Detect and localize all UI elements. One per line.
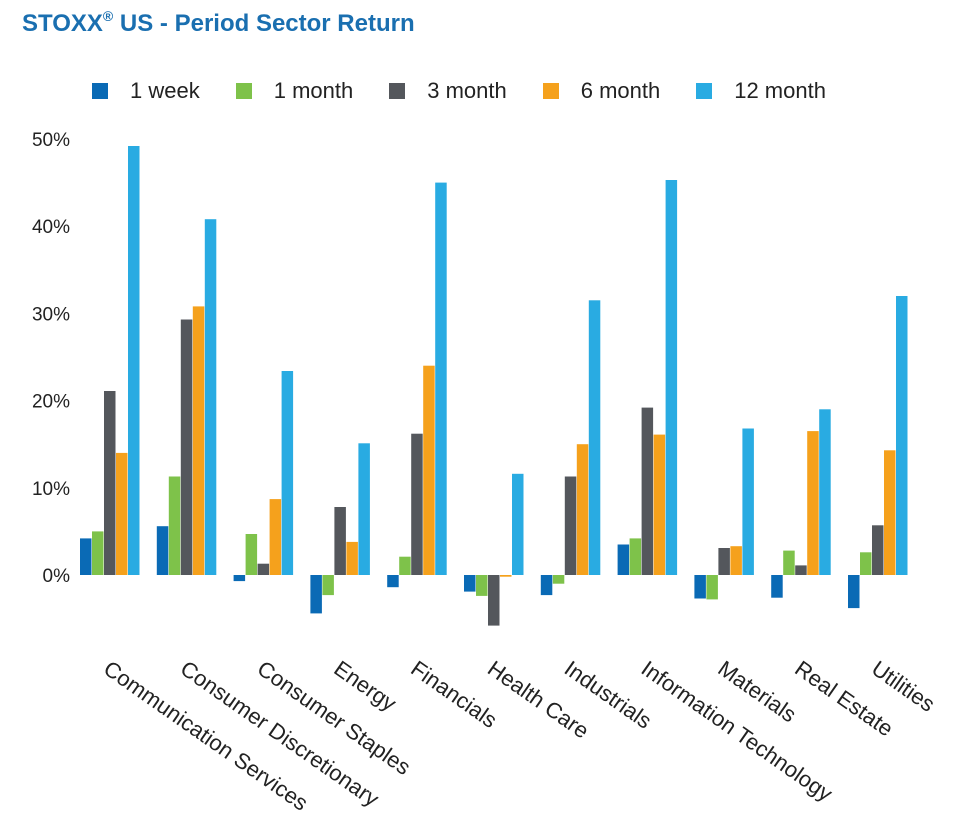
bar-industrials-6-month <box>576 444 589 575</box>
bar-communication-services-6-month <box>116 452 128 575</box>
y-tick-label: 50% <box>32 130 70 151</box>
chart-title: STOXX® US - Period Sector Return <box>22 8 415 37</box>
bar-communication-services-3-month <box>104 391 116 575</box>
legend-swatch <box>696 83 713 99</box>
legend-swatch <box>542 83 559 99</box>
bar-industrials-1-week <box>540 575 553 596</box>
legend-item-12-month: 12 month <box>696 78 826 104</box>
legend-label: 3 month <box>427 78 507 103</box>
bar-consumer-staples-3-month <box>257 563 270 575</box>
bar-communication-services-1-week <box>80 538 92 575</box>
bar-consumer-discretionary-1-month <box>168 476 181 575</box>
legend-label: 6 month <box>580 78 661 103</box>
bar-information-technology-6-month <box>653 434 666 575</box>
bar-materials-12-month <box>742 428 754 575</box>
bar-industrials-1-month <box>552 575 565 584</box>
bar-health-care-1-month <box>476 575 488 596</box>
bar-utilities-1-month <box>860 552 872 575</box>
bar-communication-services-12-month <box>128 146 140 575</box>
bar-financials-6-month <box>423 365 435 575</box>
bar-real-estate-12-month <box>819 409 831 575</box>
bar-health-care-1-week <box>464 575 476 592</box>
bar-utilities-12-month <box>896 296 908 575</box>
legend-swatch <box>92 83 108 99</box>
bar-health-care-12-month <box>512 473 524 575</box>
legend-swatch <box>389 83 406 99</box>
bar-energy-1-month <box>322 575 334 596</box>
legend-item-1-month: 1 month <box>235 78 354 104</box>
bar-industrials-3-month <box>564 476 577 575</box>
legend-item-6-month: 6 month <box>542 78 661 104</box>
bar-financials-12-month <box>435 182 447 575</box>
legend-label: 1 month <box>273 78 354 103</box>
bar-consumer-discretionary-1-week <box>156 526 169 575</box>
legend-label: 1 week <box>130 78 200 103</box>
bar-energy-1-week <box>310 575 322 614</box>
bar-industrials-12-month <box>588 300 601 575</box>
bar-energy-12-month <box>358 443 370 575</box>
y-tick-label: 20% <box>32 392 70 413</box>
bar-information-technology-3-month <box>641 407 654 575</box>
bar-utilities-1-week <box>848 575 860 609</box>
bar-utilities-3-month <box>872 525 884 575</box>
bar-consumer-discretionary-6-month <box>192 306 205 575</box>
bar-consumer-staples-6-month <box>269 499 282 575</box>
bar-materials-1-week <box>694 575 706 599</box>
bar-materials-6-month <box>730 546 742 575</box>
y-tick-label: 0% <box>43 566 71 587</box>
legend-label: 12 month <box>734 78 826 103</box>
bar-consumer-discretionary-12-month <box>204 219 217 575</box>
bar-consumer-staples-1-month <box>245 534 258 575</box>
bar-consumer-staples-1-week <box>233 575 246 582</box>
bar-real-estate-1-week <box>771 575 783 598</box>
bar-materials-1-month <box>706 575 718 600</box>
bar-utilities-6-month <box>884 450 896 575</box>
bar-information-technology-1-week <box>617 544 630 575</box>
bar-energy-6-month <box>346 541 358 575</box>
x-tick-label: Financials <box>406 656 501 733</box>
y-tick-label: 10% <box>32 479 70 500</box>
bar-financials-1-month <box>399 556 411 575</box>
bar-consumer-staples-12-month <box>281 371 294 575</box>
legend-item-3-month: 3 month <box>389 78 507 104</box>
bar-materials-3-month <box>718 548 730 575</box>
chart-legend: 1 week 1 month 3 month 6 month 12 month <box>92 78 862 104</box>
bar-real-estate-3-month <box>795 565 807 575</box>
legend-swatch <box>235 83 252 99</box>
bar-communication-services-1-month <box>92 531 104 575</box>
bar-energy-3-month <box>334 507 346 575</box>
bar-health-care-6-month <box>500 575 512 577</box>
bar-consumer-discretionary-3-month <box>180 319 193 575</box>
y-tick-label: 30% <box>32 304 70 325</box>
legend-item-1-week: 1 week <box>92 78 200 104</box>
bar-information-technology-1-month <box>629 538 642 575</box>
bar-health-care-3-month <box>488 575 500 626</box>
bar-financials-1-week <box>387 575 399 588</box>
bar-information-technology-12-month <box>665 180 678 575</box>
y-tick-label: 40% <box>32 217 70 238</box>
bar-real-estate-6-month <box>807 431 819 575</box>
bar-financials-3-month <box>411 433 423 575</box>
bar-real-estate-1-month <box>783 550 795 575</box>
